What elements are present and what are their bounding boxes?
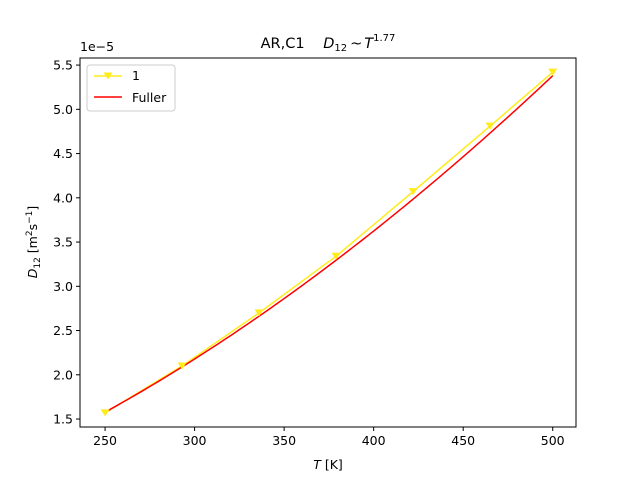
series-1-point (331, 252, 341, 260)
fuller-line (104, 75, 554, 413)
title-sim: ~ (350, 36, 362, 52)
chart-title: AR,C1 D12 ~ T1.77 (261, 33, 396, 54)
x-axis-label-symbol: T (313, 457, 322, 472)
x-tick-label: 500 (541, 433, 565, 448)
series-1-point (548, 68, 558, 76)
title-t-exponent: 1.77 (373, 33, 395, 44)
y-axis-label-sup2: −1 (25, 211, 35, 224)
y-axis-label-unit-close: ] (25, 206, 40, 211)
legend-label-fuller: Fuller (132, 90, 167, 105)
x-tick-label: 450 (451, 433, 475, 448)
y-tick-label: 5.0 (53, 102, 73, 117)
series-1-point (485, 122, 495, 130)
y-axis-label-subscript: 12 (33, 257, 43, 268)
x-axis-label: T [K] (313, 457, 343, 472)
title-t: T (364, 36, 374, 52)
y-tick-label: 1.5 (53, 412, 73, 427)
y-axis-label-mid: s (25, 224, 40, 231)
title-d-subscript: 12 (334, 43, 347, 54)
x-tick-label: 300 (183, 433, 207, 448)
series-1-point (177, 362, 187, 370)
y-axis: 1.5 2.0 2.5 3.0 3.5 4.0 4.5 5.0 5.5 (53, 58, 80, 427)
x-tick-label: 250 (93, 433, 117, 448)
y-axis-label: D12 [m2s−1] (25, 206, 43, 279)
series-1-point (408, 188, 418, 196)
y-tick-label: 2.0 (53, 367, 73, 382)
x-tick-label: 350 (272, 433, 296, 448)
series-1-point (100, 409, 110, 417)
y-tick-label: 3.0 (53, 279, 73, 294)
series-layer (100, 68, 558, 417)
y-tick-label: 2.5 (53, 323, 73, 338)
y-offset-text: 1e−5 (80, 39, 114, 54)
y-tick-label: 4.0 (53, 190, 73, 205)
y-tick-label: 4.5 (53, 146, 73, 161)
y-axis-label-sup1: 2 (25, 230, 35, 236)
series-1-point (254, 309, 264, 317)
legend-label-series-1: 1 (132, 68, 140, 83)
y-tick-label: 5.5 (53, 58, 73, 73)
x-tick-label: 400 (362, 433, 386, 448)
y-tick-label: 3.5 (53, 235, 73, 250)
title-prefix: AR,C1 (261, 36, 305, 52)
y-axis-label-unit-open: [m (25, 236, 40, 257)
x-axis: 250 300 350 400 450 500 (93, 427, 565, 448)
x-axis-label-unit: [K] (321, 457, 343, 472)
y-axis-label-symbol: D (25, 268, 40, 278)
legend: 1 Fuller (86, 64, 176, 112)
legend-marker-series-1 (103, 72, 113, 80)
title-d: D (323, 36, 334, 52)
